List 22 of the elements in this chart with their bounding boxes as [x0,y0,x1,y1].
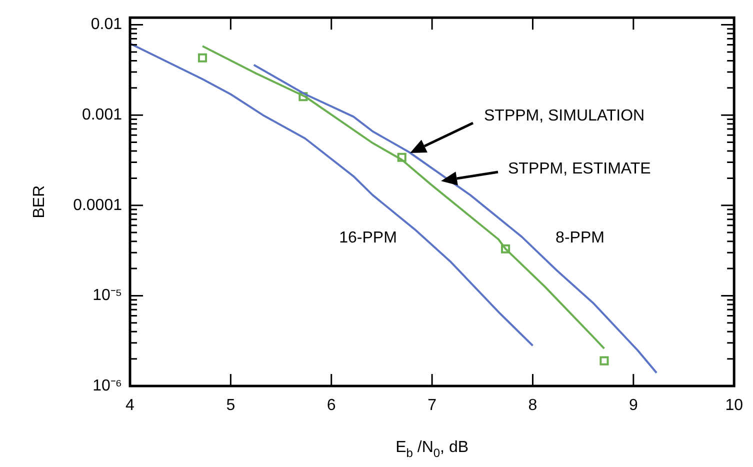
annotation: STPPM, ESTIMATE [508,160,651,178]
y-tick-label: 10⁻⁵ [92,287,122,304]
x-tick-label: 8 [528,397,538,414]
x-tick-label: 4 [126,397,135,414]
annotation: 16-PPM [339,229,397,246]
y-tick-label: 0.0001 [73,196,122,214]
annotation: 8-PPM [556,229,604,246]
x-tick-label: 9 [628,397,638,414]
x-tick-label: 6 [326,397,336,414]
annotation: STPPM, SIMULATION [484,107,645,124]
point [198,53,208,62]
point [298,92,308,102]
y-axis-title: BER [31,185,48,218]
point [600,356,609,366]
x-tick-label: 5 [226,397,236,414]
y-tick-label: 0.01 [90,16,122,34]
x-tick-label: 7 [428,397,437,414]
point [501,244,510,254]
y-tick-label: 0.001 [82,106,122,124]
y-tick-label: 10⁻⁶ [92,377,122,394]
x-tick-label: 10 [725,397,744,414]
point [397,152,406,162]
